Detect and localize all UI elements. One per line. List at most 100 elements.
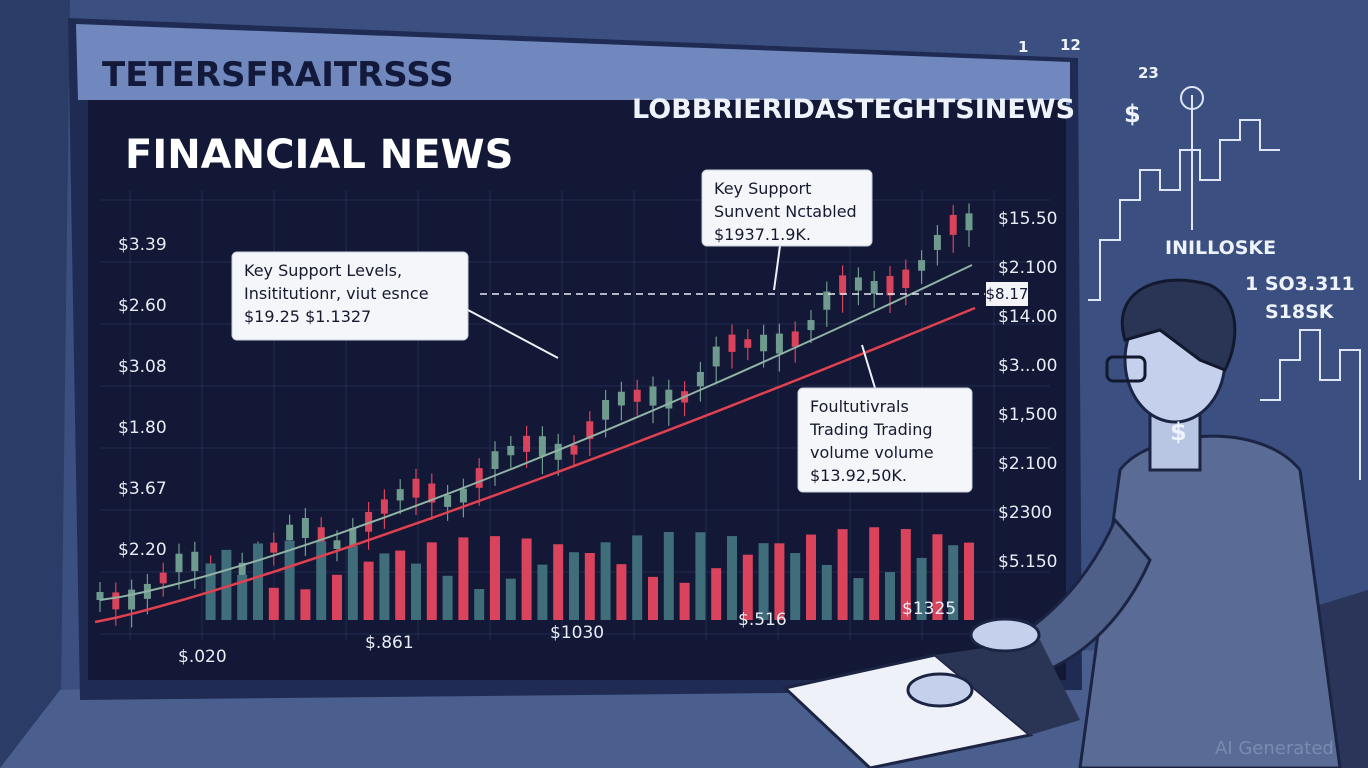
candle-body <box>333 540 341 549</box>
candle-body <box>602 399 610 420</box>
right-axis-label: $5.150 <box>998 552 1057 572</box>
volume-bar <box>426 542 437 620</box>
left-axis-label: $3.39 <box>118 235 167 255</box>
left-axis-label: $3.67 <box>118 479 167 499</box>
background-number: 23 <box>1138 64 1159 82</box>
volume-bar <box>632 535 643 620</box>
callout-text: $1937.1.9K. <box>714 225 811 244</box>
candle-body <box>649 386 657 406</box>
volume-bar <box>727 536 737 620</box>
keyboard <box>935 640 1080 735</box>
volume-bar <box>758 543 769 620</box>
glasses <box>1105 355 1147 383</box>
candle-body <box>444 494 452 507</box>
candle-body <box>696 371 704 387</box>
volume-bar <box>869 527 880 620</box>
candle-body <box>839 275 847 295</box>
volume-bar <box>268 587 279 620</box>
background-label: S18SK <box>1265 301 1335 323</box>
volume-bar <box>932 534 943 620</box>
bottom-axis-label: $.516 <box>738 610 787 630</box>
candle-body <box>823 291 831 310</box>
candle-body <box>586 421 594 440</box>
volume-bar <box>553 544 564 620</box>
background-symbol: $ <box>1124 100 1141 128</box>
candle-body <box>159 572 167 584</box>
price-tag-label: $8.17 <box>986 285 1029 303</box>
header-left: TETERSFRAITRSSS <box>102 55 454 95</box>
callout-text: Trading Trading <box>809 420 933 439</box>
left-axis-label: $2.20 <box>118 540 167 560</box>
watermark: AI Generated <box>1215 738 1334 759</box>
callout-text: $19.25 $1.1327 <box>244 307 371 326</box>
candle-body <box>96 592 104 600</box>
candle-body <box>870 280 878 294</box>
callout-pointer <box>861 344 876 389</box>
bottom-axis-label: $.020 <box>178 647 227 667</box>
candle-body <box>712 346 720 367</box>
volume-bar <box>521 538 532 620</box>
candle-body <box>317 527 325 544</box>
callout-pointer <box>773 245 781 291</box>
volume-bar <box>790 553 801 620</box>
candle-body <box>428 483 436 503</box>
candle-body <box>538 436 546 457</box>
volume-bar <box>616 564 627 620</box>
volume-bar <box>916 557 927 620</box>
background-label: 1 SO3.311 <box>1245 273 1355 295</box>
candle-body <box>775 333 783 354</box>
callout-box <box>231 251 469 341</box>
candle-body <box>491 451 499 470</box>
callout-box <box>797 387 973 493</box>
callout-text: Insititutionr, viut esnce <box>244 284 429 303</box>
volume-bar <box>821 564 832 620</box>
callout-box <box>701 169 873 247</box>
candle-body <box>791 331 799 347</box>
candle-body <box>412 478 420 498</box>
candle-body <box>349 528 357 546</box>
candle-body <box>854 277 862 291</box>
volume-bar <box>379 553 390 620</box>
volume-bar <box>458 537 469 620</box>
volume-bar <box>964 542 974 620</box>
candle-body <box>175 553 183 573</box>
candle-body <box>475 468 483 488</box>
volume-bar <box>679 582 690 620</box>
right-axis-label: $2300 <box>998 503 1052 523</box>
volume-bar <box>253 543 263 620</box>
candle-body <box>128 589 136 610</box>
bottom-axis-label: $1030 <box>550 623 604 643</box>
skyline <box>1088 119 1280 301</box>
screen-title: FINANCIAL NEWS <box>125 132 513 178</box>
price-tag <box>986 282 1028 306</box>
volume-bar <box>711 568 722 620</box>
monitor-header <box>76 24 1070 105</box>
bottom-axis-label: $.861 <box>365 633 414 653</box>
candle-body <box>112 592 120 610</box>
volume-bar <box>363 561 374 620</box>
candle-body <box>301 517 309 538</box>
background-number: 1 <box>1018 38 1028 56</box>
volume-bar <box>885 572 895 620</box>
candle-body <box>570 445 578 455</box>
left-axis-label: $2.60 <box>118 296 167 316</box>
candle-body <box>270 542 278 553</box>
candle-body <box>633 389 641 402</box>
candle-body <box>459 488 467 503</box>
volume-bar <box>395 550 406 620</box>
candle-body <box>760 334 768 352</box>
callout-text: $13.92,50K. <box>810 466 907 485</box>
header-right: LOBBRIERIDASTEGHTSINEWS <box>632 94 1075 125</box>
candle-body <box>617 391 625 406</box>
volume-bar <box>853 578 864 620</box>
callout-text: volume volume <box>810 443 934 462</box>
candle-body <box>933 234 941 250</box>
candle-body <box>949 214 957 235</box>
background-label: INILLOSKE <box>1165 237 1276 259</box>
left-axis-label: $3.08 <box>118 357 167 377</box>
volume-bar <box>474 589 485 620</box>
volume-bar <box>411 563 421 620</box>
right-axis-label: $2.100 <box>998 454 1057 474</box>
candle-body <box>554 443 562 460</box>
